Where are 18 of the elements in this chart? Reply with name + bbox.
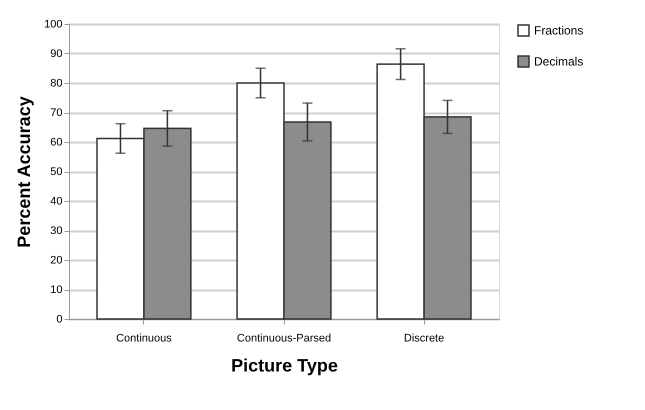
y-tick-label: 100 — [44, 18, 62, 30]
x-tick-label: Continuous — [116, 332, 172, 344]
legend-label: Fractions — [534, 24, 584, 38]
x-tick-label: Continuous-Parsed — [236, 332, 332, 344]
y-tick-label: 20 — [50, 254, 62, 266]
legend-label: Decimals — [534, 54, 584, 68]
y-tick-label: 10 — [50, 284, 62, 296]
y-axis-title: Percent Accuracy — [14, 96, 34, 248]
y-tick-label: 30 — [50, 225, 62, 237]
y-tick-label: 0 — [56, 314, 62, 326]
y-tick-label: 90 — [50, 48, 62, 60]
y-tick-label: 40 — [50, 196, 62, 208]
y-tick-label: 60 — [50, 136, 62, 148]
y-tick-label: 80 — [50, 78, 62, 90]
x-axis-title: Picture Type — [231, 356, 338, 376]
x-tick-label: Discrete — [404, 332, 444, 344]
y-tick-label: 50 — [50, 166, 62, 178]
y-tick-label: 70 — [50, 107, 62, 119]
